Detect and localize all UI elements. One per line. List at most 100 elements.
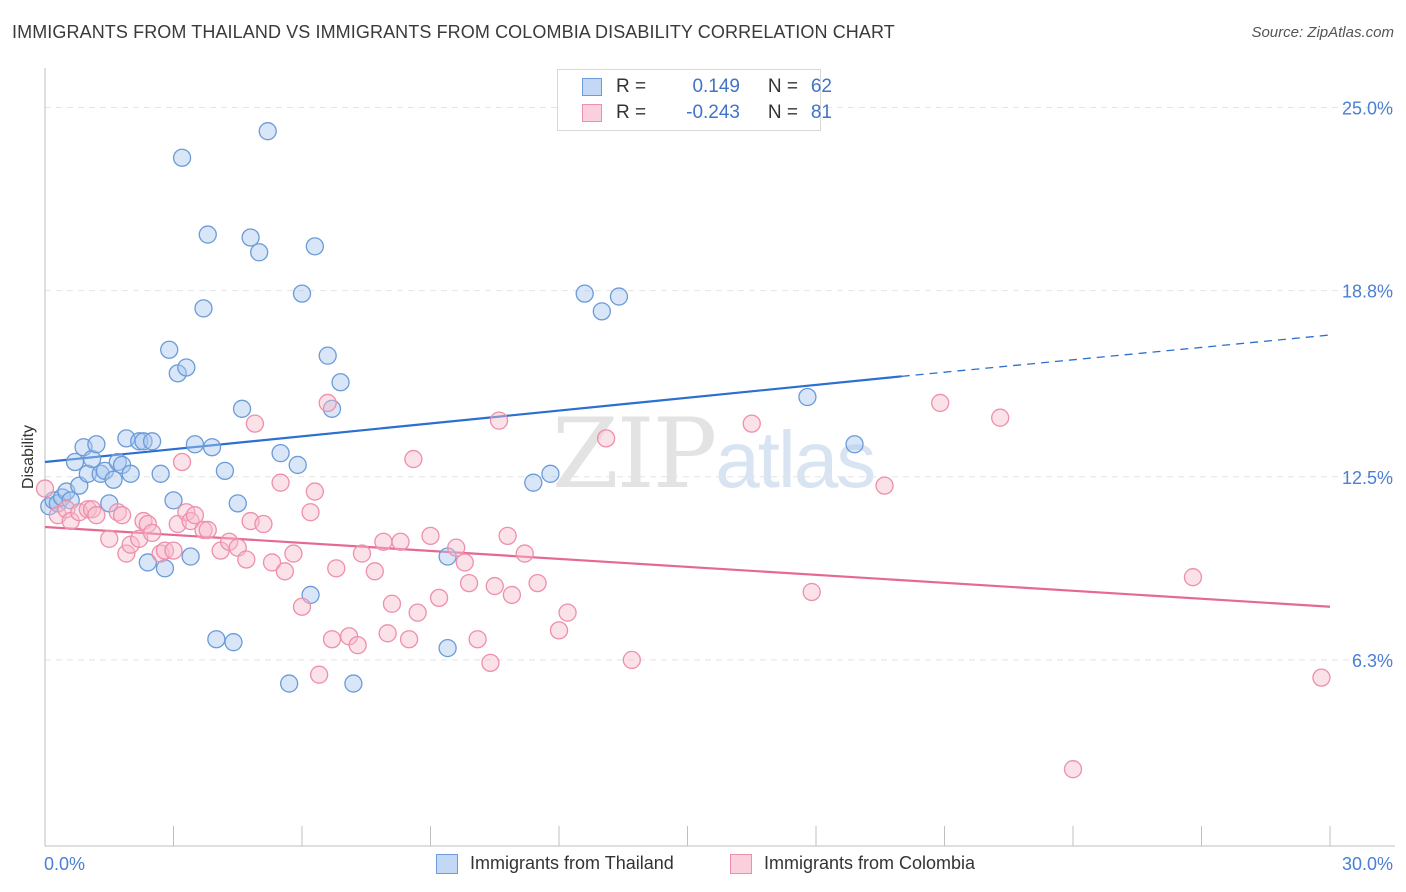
colombia-point: [455, 553, 474, 572]
colombia-point: [931, 393, 950, 413]
colombia-point: [138, 514, 157, 534]
x-tick-label: 0.0%: [44, 854, 85, 874]
thailand-point: [292, 284, 312, 303]
colombia-point: [301, 503, 320, 522]
colombia-point: [322, 630, 342, 649]
legend-label-thailand: Immigrants from Thailand: [470, 853, 674, 873]
legend-n-label: N =: [767, 102, 798, 123]
watermark: ZIPatlas: [552, 398, 876, 510]
colombia-point: [408, 603, 427, 622]
colombia-point: [468, 630, 487, 649]
colombia-point: [284, 544, 303, 563]
colombia-point: [112, 506, 132, 525]
thailand-point: [250, 243, 269, 262]
legend-r-value: 0.149: [692, 76, 740, 97]
thailand-point: [305, 237, 325, 256]
colombia-point: [318, 393, 337, 413]
watermark-zip: ZIP: [552, 398, 717, 510]
colombia-point: [1183, 568, 1203, 587]
colombia-point: [421, 526, 440, 545]
colombia-point: [117, 544, 136, 563]
colombia-point: [404, 449, 423, 469]
thailand-point: [224, 633, 243, 652]
colombia-point: [198, 520, 217, 540]
colombia-point: [1312, 668, 1331, 687]
trend-lines: [44, 334, 1331, 608]
colombia-point: [237, 550, 256, 569]
colombia-point: [142, 523, 162, 543]
colombia-point: [429, 588, 449, 608]
colombia-point: [365, 562, 384, 581]
source-credit: Source: ZipAtlas.com: [1251, 24, 1394, 41]
series-legend: Immigrants from Thailand Immigrants from…: [0, 853, 1406, 877]
thailand-point: [194, 299, 213, 318]
legend-n-value: 62: [810, 76, 832, 97]
y-tick-label: 18.8%: [1342, 282, 1393, 302]
colombia-point: [549, 621, 569, 640]
colombia-point: [262, 553, 282, 572]
colombia-point: [802, 582, 821, 602]
thailand-point: [121, 464, 140, 483]
thailand-point: [142, 432, 162, 451]
thailand-legend-swatch: [436, 853, 458, 874]
thailand-point: [164, 491, 183, 510]
thailand-point: [241, 228, 260, 247]
thailand-point: [172, 148, 192, 167]
thailand-point: [592, 302, 611, 321]
thailand-point: [798, 387, 817, 407]
thailand-point: [609, 287, 629, 306]
legend-row-thailand: R = 0.149 N = 62: [582, 74, 832, 100]
colombia-point: [254, 514, 273, 534]
legend-r-value: -0.243: [686, 102, 740, 123]
thailand-point: [541, 464, 560, 483]
thailand-point: [155, 559, 175, 578]
thailand-point: [185, 435, 205, 454]
thailand-point: [279, 674, 299, 693]
thailand-point: [138, 553, 157, 572]
colombia-trend-line: [44, 525, 1331, 608]
thailand-point: [198, 225, 217, 244]
y-axis-label: Disability: [20, 425, 37, 489]
thailand-point: [288, 455, 307, 475]
thailand-point: [438, 638, 457, 658]
thailand-trend-extension: [901, 334, 1331, 377]
colombia-point: [327, 559, 346, 578]
colombia-point: [172, 452, 192, 472]
y-tick-label: 25.0%: [1342, 99, 1393, 119]
colombia-point: [194, 520, 213, 540]
colombia-point: [399, 630, 419, 649]
colombia-point: [481, 653, 500, 673]
data-points: [35, 122, 1331, 779]
colombia-point: [1063, 760, 1083, 779]
legend-label-colombia: Immigrants from Colombia: [764, 853, 976, 873]
colombia-point: [515, 544, 534, 563]
colombia-point: [348, 635, 367, 655]
colombia-point: [459, 573, 479, 593]
chart-title: IMMIGRANTS FROM THAILAND VS IMMIGRANTS F…: [12, 22, 895, 42]
watermark-atlas: atlas: [715, 415, 876, 504]
correlation-legend: R = 0.149 N = 62 R = -0.243 N = 81: [557, 69, 832, 131]
colombia-point: [292, 597, 312, 616]
thailand-point: [228, 494, 247, 513]
colombia-point: [528, 573, 547, 593]
colombia-point: [100, 529, 119, 548]
colombia-point: [391, 532, 410, 551]
thailand-point: [160, 340, 179, 359]
legend-r-label: R =: [616, 76, 647, 97]
colombia-point: [489, 411, 509, 430]
thailand-swatch: [582, 78, 602, 96]
thailand-point: [524, 473, 543, 492]
colombia-point: [378, 624, 397, 643]
legend-n-value: 81: [810, 102, 832, 123]
colombia-point: [275, 562, 295, 581]
colombia-point: [875, 476, 894, 495]
thailand-point: [258, 122, 277, 141]
thailand-point: [215, 461, 235, 481]
thailand-point: [87, 435, 106, 454]
thailand-point: [130, 432, 149, 451]
colombia-point: [622, 650, 641, 670]
legend-item-colombia: Immigrants from Colombia: [730, 853, 975, 874]
colombia-point: [352, 544, 372, 563]
thailand-point: [575, 284, 594, 303]
